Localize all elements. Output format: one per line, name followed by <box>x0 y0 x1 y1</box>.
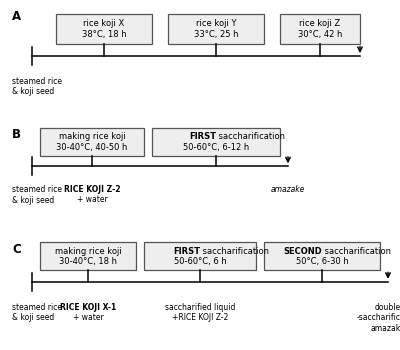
Text: 50-60°C, 6 h: 50-60°C, 6 h <box>174 257 226 266</box>
Text: 30°C, 42 h: 30°C, 42 h <box>298 30 342 39</box>
Text: + water: + water <box>73 313 103 322</box>
Text: rice koji Z: rice koji Z <box>299 19 341 28</box>
Text: 50°C, 6-30 h: 50°C, 6-30 h <box>296 257 348 266</box>
Text: C: C <box>12 243 21 256</box>
Text: saccharified liquid
+RICE KOJI Z-2: saccharified liquid +RICE KOJI Z-2 <box>165 303 235 322</box>
Bar <box>168 14 264 44</box>
Text: double
-saccharification
amazake: double -saccharification amazake <box>356 303 400 332</box>
Text: steamed rice
& koji seed: steamed rice & koji seed <box>12 186 62 205</box>
Text: RICE KOJI X-1: RICE KOJI X-1 <box>60 303 116 312</box>
Text: 38°C, 18 h: 38°C, 18 h <box>82 30 126 39</box>
Text: 50-60°C, 6-12 h: 50-60°C, 6-12 h <box>183 143 249 152</box>
Text: B: B <box>12 128 21 141</box>
Text: saccharification: saccharification <box>322 247 391 256</box>
Text: saccharification: saccharification <box>216 133 285 141</box>
Bar <box>40 242 136 270</box>
Bar <box>144 242 256 270</box>
Text: rice koji X: rice koji X <box>83 19 125 28</box>
Text: A: A <box>12 10 21 23</box>
Text: FIRST: FIRST <box>189 133 216 141</box>
Text: making rice koji: making rice koji <box>55 247 121 256</box>
Text: amazake: amazake <box>271 186 305 195</box>
Text: saccharification: saccharification <box>200 247 269 256</box>
Bar <box>264 242 380 270</box>
Bar <box>56 14 152 44</box>
Bar <box>280 14 360 44</box>
Text: + water: + water <box>77 195 107 204</box>
Bar <box>152 128 280 156</box>
Text: steamed rice
& koji seed: steamed rice & koji seed <box>12 303 62 322</box>
Bar <box>40 128 144 156</box>
Text: rice koji Y: rice koji Y <box>196 19 236 28</box>
Text: FIRST: FIRST <box>173 247 200 256</box>
Text: making rice koji: making rice koji <box>59 133 125 141</box>
Text: steamed rice
& koji seed: steamed rice & koji seed <box>12 77 62 96</box>
Text: 30-40°C, 40-50 h: 30-40°C, 40-50 h <box>56 143 128 152</box>
Text: 30-40°C, 18 h: 30-40°C, 18 h <box>59 257 117 266</box>
Text: 33°C, 25 h: 33°C, 25 h <box>194 30 238 39</box>
Text: SECOND: SECOND <box>283 247 322 256</box>
Text: RICE KOJI Z-2: RICE KOJI Z-2 <box>64 186 120 195</box>
